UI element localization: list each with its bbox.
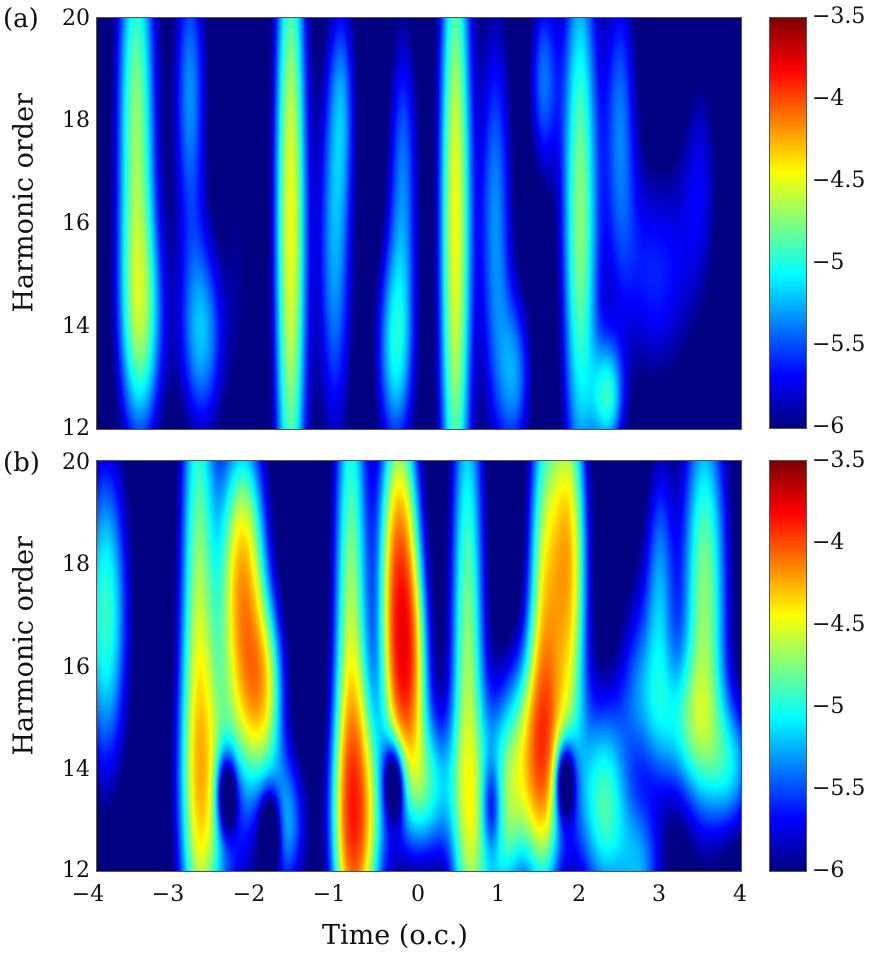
x-tick-label: 1 [491,882,505,907]
colorbar-tick-label: −5 [812,250,845,275]
colorbar-tick-label: −6 [812,858,845,883]
y-tick-label: 16 [62,211,90,236]
panel-b-tag: (b) [3,448,40,478]
panel-a-tag: (a) [3,4,39,34]
colorbar-b [769,460,807,872]
y-axis-title-b: Harmonic order [8,536,40,756]
x-tick-label: 2 [572,882,586,907]
y-tick-label: 18 [62,552,90,577]
colorbar-tick-label: −4.5 [812,612,866,637]
colorbar-tick-label: −4.5 [812,168,866,193]
colorbar-tick-label: −3.5 [812,448,866,473]
y-axis-title-a: Harmonic order [8,93,40,313]
y-tick-label: 14 [62,757,90,782]
x-tick-label: 3 [652,882,666,907]
heatmap-a [96,17,742,430]
colorbar-tick-label: −4 [812,530,845,555]
x-tick-label: −1 [312,882,346,907]
colorbar-tick-label: −6 [812,414,845,439]
y-tick-label: 12 [62,858,90,883]
x-tick-label: −3 [151,882,185,907]
colorbar-tick-label: −3.5 [812,4,866,29]
y-tick-label: 20 [62,450,90,475]
colorbar-tick-label: −4 [812,86,845,111]
y-tick-label: 14 [62,314,90,339]
x-tick-label: −4 [71,882,105,907]
y-tick-label: 18 [62,108,90,133]
colorbar-a [769,17,807,429]
y-tick-label: 12 [62,416,90,441]
colorbar-tick-label: −5 [812,694,845,719]
x-axis-title: Time (o.c.) [322,920,468,951]
heatmap-b [96,460,742,872]
y-tick-label: 16 [62,655,90,680]
x-tick-label: −2 [232,882,266,907]
y-tick-label: 20 [62,6,90,31]
colorbar-tick-label: −5.5 [812,332,866,357]
colorbar-tick-label: −5.5 [812,776,866,801]
x-tick-label: 4 [733,882,747,907]
x-tick-label: 0 [411,882,425,907]
